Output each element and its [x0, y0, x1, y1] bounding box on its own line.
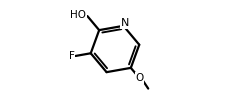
Text: O: O	[135, 73, 143, 83]
Text: N: N	[120, 18, 128, 28]
Text: F: F	[68, 51, 74, 61]
Text: HO: HO	[70, 10, 86, 20]
